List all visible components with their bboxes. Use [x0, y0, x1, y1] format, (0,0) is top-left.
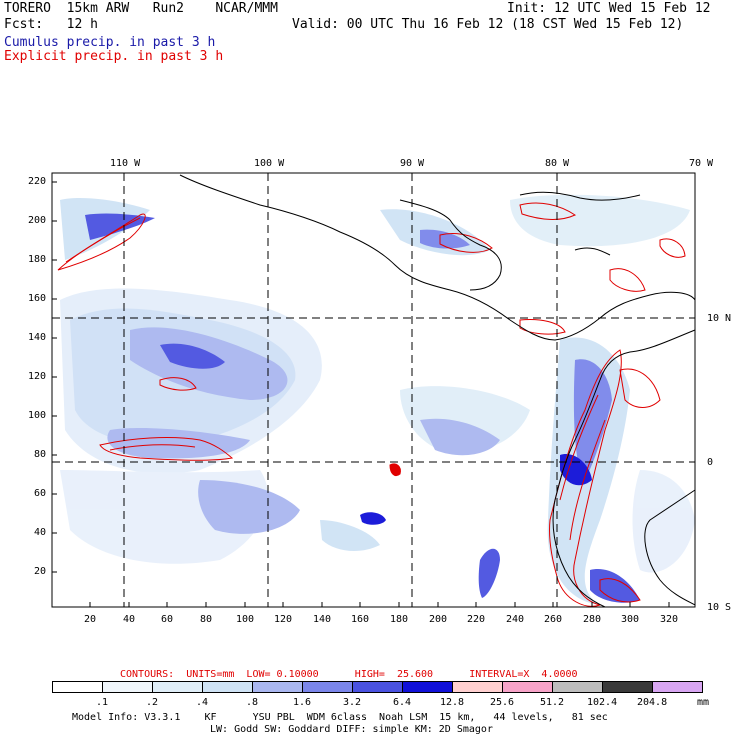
y-tick: 140 [28, 332, 47, 343]
x-tick: 120 [274, 614, 293, 625]
legend-swatch [552, 681, 603, 693]
lon-label-90w: 90 W [400, 158, 425, 169]
legend-label: 1.6 [293, 697, 312, 708]
lon-label-110w: 110 W [110, 158, 141, 169]
x-tick: 260 [544, 614, 563, 625]
coastlines [179, 174, 696, 608]
init-time: Init: 12 UTC Wed 15 Feb 12 [507, 1, 711, 16]
x-tick: 280 [583, 614, 602, 625]
latlon-grid [52, 173, 695, 607]
legend-swatch [202, 681, 253, 693]
legend-swatch [352, 681, 403, 693]
x-tick: 160 [351, 614, 370, 625]
y-tick: 80 [34, 449, 47, 460]
physics-info: LW: Godd SW: Goddard DIFF: simple KM: 2D… [210, 724, 493, 735]
legend-swatch [302, 681, 353, 693]
explicit-precip-contours [57, 202, 686, 607]
legend-swatch [102, 681, 153, 693]
explicit-precip-label: Explicit precip. in past 3 h [4, 49, 224, 64]
legend-label: 6.4 [393, 697, 412, 708]
lon-label-80w: 80 W [545, 158, 570, 169]
legend-label: .2 [146, 697, 159, 708]
lat-label-10s: 10 S [707, 602, 732, 613]
y-tick: 160 [28, 293, 47, 304]
x-tick: 140 [313, 614, 332, 625]
legend-label: .1 [96, 697, 109, 708]
legend-swatch [52, 681, 103, 693]
y-tick: 180 [28, 254, 47, 265]
legend-swatch [402, 681, 453, 693]
x-tick: 240 [506, 614, 525, 625]
y-tick: 220 [28, 176, 47, 187]
x-tick: 220 [467, 614, 486, 625]
cumulus-precip-shading [60, 194, 695, 605]
y-tick: 20 [34, 566, 47, 577]
x-tick: 40 [123, 614, 136, 625]
legend-label: .4 [196, 697, 209, 708]
x-tick: 80 [200, 614, 213, 625]
cumulus-precip-label: Cumulus precip. in past 3 h [4, 35, 216, 50]
contour-info: CONTOURS: UNITS=mm LOW= 0.10000 HIGH= 25… [120, 669, 578, 680]
forecast-hour: Fcst: 12 h [4, 17, 98, 32]
lat-label-0: 0 [707, 457, 714, 468]
x-tick: 320 [660, 614, 679, 625]
legend-label: 3.2 [343, 697, 362, 708]
axis-ticks [52, 181, 670, 607]
y-tick: 200 [28, 215, 47, 226]
x-tick: 300 [621, 614, 640, 625]
legend-swatch [652, 681, 703, 693]
model-title: TORERO 15km ARW Run2 NCAR/MMM [4, 1, 278, 16]
lat-label-10n: 10 N [707, 313, 732, 324]
legend-swatch [502, 681, 553, 693]
legend-swatch [152, 681, 203, 693]
legend-swatch [252, 681, 303, 693]
map-frame [51, 172, 696, 608]
x-tick: 180 [390, 614, 409, 625]
legend-label: 204.8 [637, 697, 668, 708]
legend-unit: mm [697, 697, 710, 708]
y-tick: 100 [28, 410, 47, 421]
legend-label: .8 [246, 697, 259, 708]
legend-label: 51.2 [540, 697, 565, 708]
lon-label-100w: 100 W [254, 158, 285, 169]
legend-swatch [602, 681, 653, 693]
legend-label: 12.8 [440, 697, 465, 708]
legend-label: 25.6 [490, 697, 515, 708]
x-tick: 20 [84, 614, 97, 625]
legend-swatch [452, 681, 503, 693]
lon-label-70w: 70 W [689, 158, 714, 169]
x-tick: 200 [429, 614, 448, 625]
y-tick: 120 [28, 371, 47, 382]
model-info: Model Info: V3.3.1 KF YSU PBL WDM 6class… [72, 712, 608, 723]
x-tick: 60 [161, 614, 174, 625]
y-tick: 60 [34, 488, 47, 499]
valid-time: Valid: 00 UTC Thu 16 Feb 12 (18 CST Wed … [292, 17, 684, 32]
x-tick: 100 [236, 614, 255, 625]
y-tick: 40 [34, 527, 47, 538]
legend-label: 102.4 [587, 697, 618, 708]
